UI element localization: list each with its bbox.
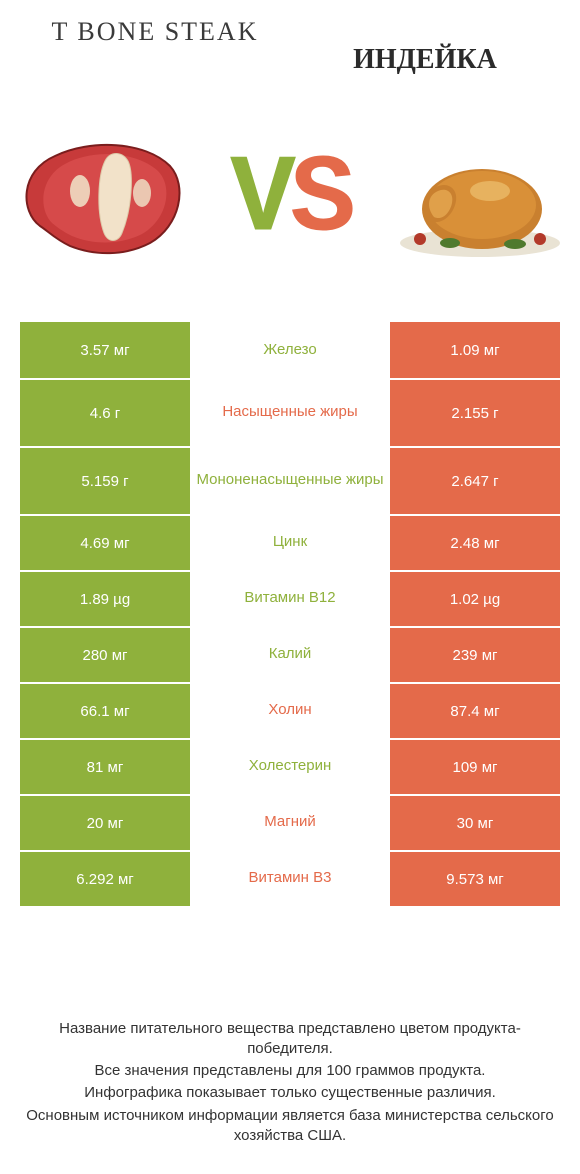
nutrient-label: Витамин B12 [190, 570, 390, 626]
nutrient-label: Цинк [190, 514, 390, 570]
nutrient-label: Холестерин [190, 738, 390, 794]
comparison-row: 4.6 гНасыщенные жиры2.155 г [20, 378, 560, 446]
vs-v: V [230, 139, 290, 264]
left-value: 5.159 г [20, 446, 190, 514]
left-product-title: T BONE STEAK [20, 18, 290, 47]
comparison-row: 66.1 мгХолин87.4 мг [20, 682, 560, 738]
titles-row: T BONE STEAK ИНДЕЙКА [0, 0, 580, 76]
vs-label: VS [230, 139, 350, 264]
nutrient-label: Насыщенные жиры [190, 378, 390, 446]
steak-image [10, 131, 190, 271]
left-value: 4.69 мг [20, 514, 190, 570]
comparison-row: 81 мгХолестерин109 мг [20, 738, 560, 794]
left-value: 4.6 г [20, 378, 190, 446]
left-value: 6.292 мг [20, 850, 190, 906]
left-value: 81 мг [20, 738, 190, 794]
nutrient-label: Мононенасыщенные жиры [190, 446, 390, 514]
right-value: 30 мг [390, 794, 560, 850]
nutrient-label: Холин [190, 682, 390, 738]
right-value: 9.573 мг [390, 850, 560, 906]
right-value: 1.02 µg [390, 570, 560, 626]
right-value: 2.647 г [390, 446, 560, 514]
comparison-row: 280 мгКалий239 мг [20, 626, 560, 682]
right-value: 109 мг [390, 738, 560, 794]
right-value: 2.48 мг [390, 514, 560, 570]
left-value: 20 мг [20, 794, 190, 850]
comparison-row: 20 мгМагний30 мг [20, 794, 560, 850]
comparison-row: 3.57 мгЖелезо1.09 мг [20, 322, 560, 378]
right-product-title: ИНДЕЙКА [290, 18, 560, 76]
right-value: 1.09 мг [390, 322, 560, 378]
footer-line-4: Основным источником информации является … [20, 1106, 560, 1147]
footer-line-2: Все значения представлены для 100 граммо… [20, 1061, 560, 1081]
nutrient-label: Магний [190, 794, 390, 850]
left-value: 3.57 мг [20, 322, 190, 378]
vs-s: S [290, 139, 350, 264]
right-value: 87.4 мг [390, 682, 560, 738]
turkey-image [390, 131, 570, 271]
right-value: 2.155 г [390, 378, 560, 446]
footer-line-3: Инфографика показывает только существенн… [20, 1083, 560, 1103]
nutrient-label: Железо [190, 322, 390, 378]
nutrient-label: Калий [190, 626, 390, 682]
comparison-row: 1.89 µgВитамин B121.02 µg [20, 570, 560, 626]
comparison-row: 6.292 мгВитамин B39.573 мг [20, 850, 560, 906]
comparison-table: 3.57 мгЖелезо1.09 мг4.6 гНасыщенные жиры… [20, 322, 560, 906]
comparison-row: 5.159 гМононенасыщенные жиры2.647 г [20, 446, 560, 514]
hero-row: VS [0, 86, 580, 316]
nutrient-label: Витамин B3 [190, 850, 390, 906]
footer-notes: Название питательного вещества представл… [20, 1017, 560, 1149]
left-value: 66.1 мг [20, 682, 190, 738]
left-value: 1.89 µg [20, 570, 190, 626]
comparison-row: 4.69 мгЦинк2.48 мг [20, 514, 560, 570]
left-value: 280 мг [20, 626, 190, 682]
right-value: 239 мг [390, 626, 560, 682]
footer-line-1: Название питательного вещества представл… [20, 1019, 560, 1060]
